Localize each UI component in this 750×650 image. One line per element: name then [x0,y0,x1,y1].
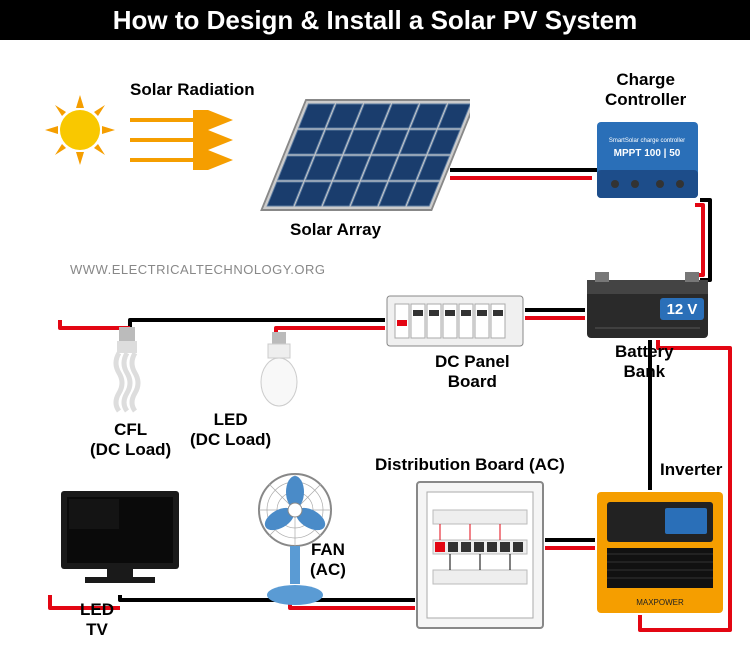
svg-text:MPPT 100 | 50: MPPT 100 | 50 [614,148,681,159]
page-title: How to Design & Install a Solar PV Syste… [0,0,750,40]
led-tv-label: LED TV [80,600,114,640]
dc-panel-label: DC Panel Board [435,352,510,392]
cfl-label: CFL (DC Load) [90,420,171,460]
radiation-arrows-icon [130,110,240,170]
dc-panel-icon [385,290,525,350]
distribution-board-label: Distribution Board (AC) [375,455,565,475]
fan-label: FAN (AC) [310,540,346,580]
battery-bank-label: Battery Bank [615,342,674,382]
led-bulb-icon [258,330,300,408]
charge-controller-label: Charge Controller [605,70,686,110]
solar-radiation-label: Solar Radiation [130,80,255,100]
svg-text:SmartSolar charge controller: SmartSolar charge controller [609,138,685,144]
inverter-label: Inverter [660,460,722,480]
solar-array-label: Solar Array [290,220,381,240]
inverter-icon: MAXPOWER [595,490,725,615]
battery-voltage-text: 12 V [667,301,698,318]
solar-array-icon [240,90,470,235]
cfl-bulb-icon [105,325,150,415]
led-label: LED (DC Load) [190,410,271,450]
battery-icon: 12 V [585,270,710,340]
distribution-board-icon [415,480,545,630]
wire-red [695,205,703,275]
sun-icon [30,80,130,180]
led-tv-icon [55,485,185,595]
charge-controller-icon: SmartSolar charge controller MPPT 100 | … [595,120,700,200]
diagram-canvas: WWW.ELECTRICALTECHNOLOGY.ORG Solar Rad [0,40,750,650]
svg-text:MAXPOWER: MAXPOWER [636,598,684,607]
